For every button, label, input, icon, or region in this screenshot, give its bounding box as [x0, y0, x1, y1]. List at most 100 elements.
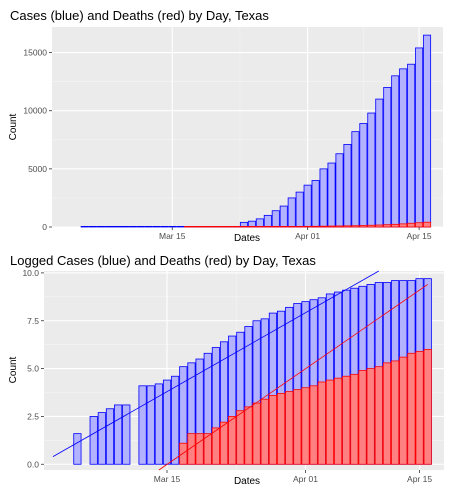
bar-deaths [383, 224, 392, 228]
bar-deaths [279, 225, 288, 228]
chart-title: Cases (blue) and Deaths (red) by Day, Te… [10, 8, 269, 23]
bar-deaths [285, 391, 294, 465]
bar-deaths [358, 370, 367, 465]
cases-deaths-chart: Cases (blue) and Deaths (red) by Day, Te… [8, 8, 443, 244]
bar-deaths [268, 394, 277, 465]
y-axis-label: Count [8, 113, 19, 140]
bar-deaths [391, 360, 400, 465]
bar-deaths [231, 225, 240, 228]
y-tick-label: 5.0 [27, 364, 39, 374]
x-axis-label: Dates [234, 233, 260, 244]
bar-cases [89, 416, 98, 465]
bar-deaths [187, 433, 196, 465]
x-tick-label: Apr 01 [295, 231, 320, 241]
bar-cases [327, 162, 336, 228]
bar-deaths [423, 221, 432, 228]
bar-deaths [192, 225, 201, 228]
bar-cases [375, 98, 384, 228]
bar-deaths [335, 225, 344, 228]
bar-deaths [327, 225, 336, 228]
bar-cases [343, 144, 352, 228]
bar-deaths [309, 385, 318, 465]
y-tick-label: 5000 [28, 164, 47, 174]
bar-cases [303, 184, 312, 228]
trend-line-deaths [158, 284, 428, 471]
bar-deaths [350, 373, 359, 465]
bar-deaths [382, 362, 392, 465]
bar-deaths [208, 225, 217, 228]
bar-deaths [399, 356, 408, 465]
bar-deaths [252, 402, 261, 465]
y-tick-label: 0 [42, 222, 47, 232]
bar-deaths [423, 349, 432, 465]
bar-cases [146, 385, 155, 465]
bar-cases [122, 404, 131, 465]
y-axis-label: Count [8, 356, 19, 383]
bar-deaths [263, 225, 272, 228]
logged-cases-deaths-chart: Logged Cases (blue) and Deaths (red) by … [8, 253, 444, 487]
bar-deaths [216, 225, 225, 228]
bar-cases [88, 225, 97, 228]
bar-deaths [359, 225, 368, 228]
bar-deaths [184, 225, 193, 228]
trend-lines [52, 270, 428, 471]
bar-deaths [399, 223, 408, 228]
bar-cases [152, 225, 161, 228]
x-ticks: Mar 15 Apr 01 Apr 15 [159, 227, 432, 241]
bar-cases [168, 225, 177, 228]
x-tick-label: Mar 15 [159, 231, 186, 241]
bar-deaths [407, 222, 416, 228]
bar-deaths [351, 225, 360, 228]
bar-deaths [317, 381, 326, 465]
bar-cases [255, 218, 264, 228]
bar-deaths [325, 379, 335, 465]
bar-deaths [224, 225, 232, 228]
x-tick-label: Mar 15 [154, 474, 181, 484]
bar-deaths [255, 225, 264, 228]
bar-deaths [367, 224, 376, 228]
bar-deaths [179, 442, 188, 465]
bar-cases [136, 225, 145, 228]
y-tick-label: 10000 [23, 106, 47, 116]
bar-cases [287, 197, 296, 228]
bar-deaths [303, 225, 312, 228]
bar-cases [176, 225, 185, 228]
bar-cases [160, 225, 169, 228]
bar-deaths [375, 224, 384, 228]
bar-deaths [271, 225, 280, 228]
x-ticks: Mar 15 Apr 01 Apr 15 [154, 470, 432, 484]
bars [73, 278, 432, 465]
bar-cases [279, 205, 288, 228]
y-tick-label: 15000 [23, 48, 47, 58]
bar-deaths [319, 225, 328, 228]
bar-deaths [415, 222, 424, 228]
bar-deaths [239, 225, 248, 228]
bar-deaths [236, 410, 245, 465]
bars [80, 34, 432, 228]
y-tick-label: 2.5 [27, 411, 39, 421]
bar-deaths [293, 389, 302, 465]
bar-deaths [203, 433, 212, 465]
bar-deaths [219, 421, 229, 465]
bar-cases [105, 408, 115, 465]
bar-deaths [415, 350, 424, 465]
bar-deaths [366, 368, 375, 465]
bar-deaths [391, 223, 400, 228]
bar-deaths [200, 225, 209, 228]
bar-cases [73, 433, 82, 465]
y-ticks: 0 5000 10000 15000 [23, 48, 52, 232]
bar-deaths [247, 225, 256, 228]
x-tick-label: Apr 15 [407, 474, 432, 484]
bar-cases [295, 191, 304, 228]
bar-cases [271, 210, 280, 228]
bar-cases [144, 225, 153, 228]
bar-cases [359, 123, 368, 228]
bar-cases [351, 131, 360, 228]
bar-cases [112, 225, 121, 228]
bar-cases [335, 153, 344, 228]
bar-cases [138, 385, 147, 465]
bar-cases [80, 225, 89, 228]
bar-cases [128, 225, 137, 228]
bar-deaths [287, 225, 296, 228]
